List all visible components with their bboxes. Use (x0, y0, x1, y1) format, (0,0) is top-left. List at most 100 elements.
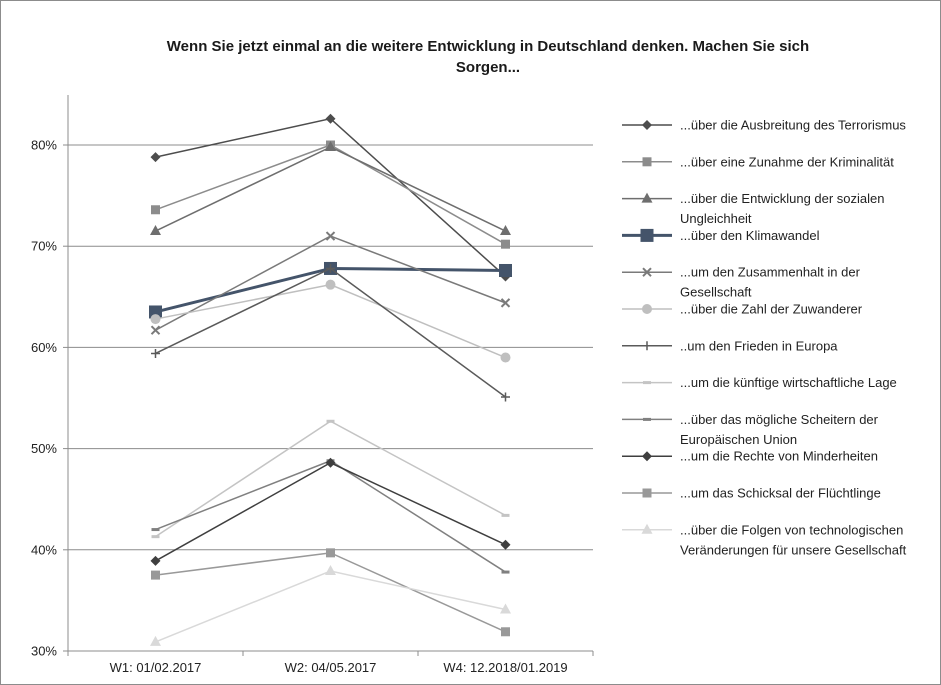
legend-swatch-marker (641, 523, 653, 534)
data-point-marker (326, 548, 335, 558)
legend-label: Gesellschaft (680, 285, 752, 300)
legend-label: ...über die Folgen von technologischen (680, 522, 903, 537)
data-point-marker (151, 528, 160, 532)
data-point-marker (150, 152, 161, 163)
legend-swatch-marker (643, 417, 651, 421)
legend-swatch-marker (640, 228, 654, 242)
legend-item-7: ..um den Frieden in Europa (622, 338, 838, 353)
legend-item-8: ...um die künftige wirtschaftliche Lage (622, 375, 897, 390)
legend-label: Ungleichheit (680, 211, 752, 226)
series-7 (151, 263, 510, 402)
data-point-marker (501, 239, 510, 249)
legend-label: ...um die künftige wirtschaftliche Lage (680, 375, 897, 390)
data-point-marker (149, 305, 162, 319)
series-group (149, 113, 512, 646)
legend-label: ...um die Rechte von Minderheiten (680, 449, 878, 464)
legend-label: ...über die Entwicklung der sozialen (680, 191, 885, 206)
legend-label: ...über das mögliche Scheitern der (680, 412, 879, 427)
chart-title-line-1: Wenn Sie jetzt einmal an die weitere Ent… (167, 38, 809, 55)
data-point-marker (325, 457, 336, 468)
legend-label: Veränderungen für unsere Gesellschaft (680, 542, 907, 557)
data-point-marker (326, 263, 335, 273)
legend-item-12: ...über die Folgen von technologischen Ve… (622, 522, 907, 557)
y-tick-label: 30% (31, 644, 57, 659)
legend-label: ...über die Ausbreitung des Terrorismus (680, 118, 906, 133)
legend-swatch-marker (642, 120, 652, 130)
legend-item-10: ...um die Rechte von Minderheiten (622, 449, 878, 464)
legend-label: ...über den Klimawandel (680, 228, 820, 243)
legend-item-6: ...über die Zahl der Zuwanderer (622, 302, 863, 317)
chart-title: Wenn Sie jetzt einmal an die weitere Ent… (167, 38, 809, 76)
series-line (155, 146, 506, 232)
legend-label: ...um das Schicksal der Flüchtlinge (680, 486, 881, 501)
y-axis-ticks: 30% 40% 50% 60% 70% 80% (31, 138, 57, 659)
y-tick-label: 80% (31, 138, 57, 153)
series-6 (150, 279, 511, 363)
legend-swatch-marker (642, 157, 652, 167)
series-line (155, 266, 506, 314)
series-12 (150, 565, 511, 646)
legend-label: ...über eine Zunahme der Kriminalität (680, 154, 894, 169)
data-point-marker (150, 314, 161, 325)
data-point-marker (325, 231, 336, 241)
legend-label: ...über die Zahl der Zuwanderer (680, 302, 863, 317)
legend-item-3: ...über die Entwicklung der sozialen Ungl… (622, 191, 885, 226)
legend-swatch-marker (643, 381, 651, 385)
series-10 (150, 457, 511, 566)
axes (63, 95, 594, 656)
chart-title-line-2: Sorgen... (456, 59, 520, 76)
data-point-marker (151, 570, 160, 580)
data-point-marker (501, 627, 510, 637)
data-point-marker (150, 635, 161, 646)
legend-label: ..um den Frieden in Europa (680, 338, 838, 353)
data-point-marker (151, 535, 160, 539)
y-tick-label: 60% (31, 340, 57, 355)
data-point-marker (500, 539, 511, 550)
x-tick-label: W1: 01/02.2017 (110, 660, 202, 675)
legend-item-9: ...über das mögliche Scheitern der Europä… (622, 412, 879, 447)
data-point-marker (326, 419, 335, 423)
legend-item-5: ...um den Zusammenhalt in der Gesellschaf… (622, 265, 861, 300)
y-tick-label: 40% (31, 542, 57, 557)
data-point-marker (325, 113, 336, 124)
series-line (155, 461, 506, 562)
series-line (155, 570, 506, 643)
data-point-marker (501, 513, 510, 517)
legend-item-2: ...über eine Zunahme der Kriminalität (622, 154, 894, 169)
legend-swatch-marker (642, 488, 652, 498)
data-point-marker (325, 279, 336, 290)
legend-item-1: ...über die Ausbreitung des Terrorismus (622, 118, 906, 133)
legend-item-4: ...über den Klimawandel (622, 228, 820, 243)
legend-swatch-marker (642, 451, 652, 462)
x-tick-label: W4: 12.2018/01.2019 (443, 660, 567, 675)
data-point-marker (150, 225, 161, 236)
gridlines (68, 144, 593, 551)
series-11 (151, 548, 510, 637)
data-point-marker (151, 348, 160, 358)
y-tick-label: 70% (31, 239, 57, 254)
legend-swatch-marker (641, 192, 653, 203)
data-point-marker (150, 555, 161, 566)
data-point-marker (325, 565, 336, 576)
legend-swatch-marker (642, 267, 652, 277)
data-point-marker (500, 352, 511, 363)
data-point-marker (500, 225, 511, 236)
data-point-marker (500, 298, 511, 308)
series-8 (151, 419, 510, 539)
series-5 (150, 231, 511, 335)
legend-item-11: ...um das Schicksal der Flüchtlinge (622, 486, 881, 501)
legend-label: Europäischen Union (680, 432, 797, 447)
series-line (155, 283, 506, 359)
data-point-marker (151, 205, 160, 215)
data-point-marker (325, 141, 336, 152)
legend-swatch-marker (642, 304, 652, 314)
legend-swatch-marker (642, 341, 652, 351)
data-point-marker (499, 263, 512, 277)
data-point-marker (500, 603, 511, 614)
data-point-marker (150, 325, 161, 335)
legend: ...über die Ausbreitung des Terrorismus.… (622, 118, 907, 557)
series-1 (150, 113, 511, 282)
data-point-marker (501, 570, 510, 574)
legend-label: ...um den Zusammenhalt in der (680, 265, 861, 280)
